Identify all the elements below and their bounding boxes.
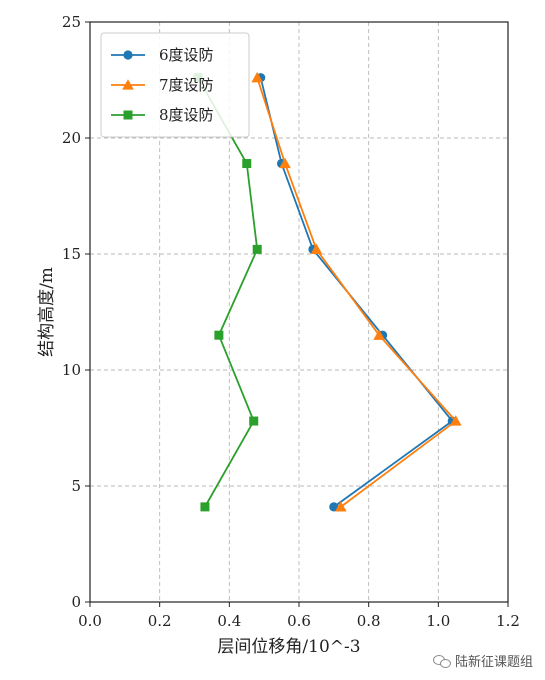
legend-label: 8度设防 (159, 106, 214, 124)
y-axis-label: 结构高度/m (37, 267, 57, 357)
x-tick-label: 0.8 (357, 612, 381, 630)
y-tick-label: 15 (62, 245, 81, 263)
legend-marker (123, 50, 133, 60)
x-tick-label: 0.2 (148, 612, 172, 630)
data-point (252, 244, 262, 254)
data-point (249, 416, 259, 426)
legend: 6度设防 7度设防 8度设防 (100, 32, 250, 138)
legend-marker (122, 79, 134, 90)
legend-marker (123, 110, 133, 120)
x-tick-label: 0.6 (287, 612, 311, 630)
y-tick-label: 10 (62, 361, 81, 379)
x-tick-label: 1.2 (496, 612, 520, 630)
watermark: 陆新征课题组 (432, 651, 533, 670)
data-point (242, 159, 252, 169)
data-point (251, 71, 263, 83)
data-point (200, 502, 210, 512)
y-tick-label: 25 (62, 13, 81, 31)
series-1 (256, 73, 457, 512)
series-line (197, 77, 259, 508)
data-point (329, 502, 339, 512)
x-axis-label: 层间位移角/10^-3 (217, 637, 360, 657)
series-layer (193, 71, 462, 512)
y-tick-label: 20 (62, 129, 81, 147)
data-point (214, 330, 224, 340)
legend-label: 7度设防 (159, 76, 214, 94)
data-point (279, 157, 291, 169)
data-point (335, 501, 347, 512)
x-tick-label: 1.0 (426, 612, 450, 630)
legend-box (100, 32, 250, 138)
legend-entry: 8度设防 (111, 106, 214, 124)
wechat-icon (432, 654, 451, 668)
legend-entry: 7度设防 (111, 76, 214, 94)
series-3 (193, 73, 262, 512)
data-point (310, 243, 323, 254)
series-2 (251, 71, 462, 512)
series-line (256, 77, 458, 508)
x-tick-label: 0.0 (78, 612, 102, 630)
data-point (449, 415, 462, 426)
y-tick-label: 0 (71, 593, 81, 611)
axis-ticks: 0.0 0.2 0.4 0.6 0.8 1.0 1.2 0 5 10 15 20 25 (62, 13, 520, 630)
watermark-text: 陆新征课题组 (454, 655, 533, 670)
legend-entry: 6度设防 (111, 46, 214, 64)
series-line (259, 77, 454, 508)
legend-label: 6度设防 (159, 46, 214, 64)
y-tick-label: 5 (71, 477, 81, 495)
x-tick-label: 0.4 (217, 612, 241, 630)
data-point (373, 329, 385, 340)
